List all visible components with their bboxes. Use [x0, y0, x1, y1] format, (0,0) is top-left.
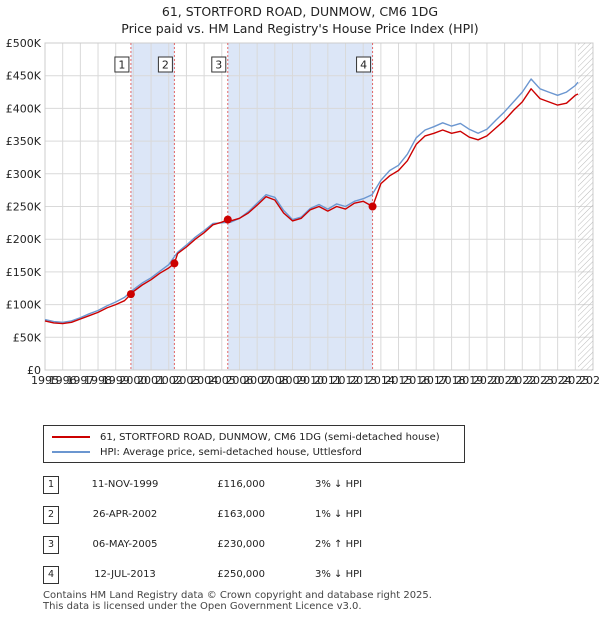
legend-item-hpi: HPI: Average price, semi-detached house,… [52, 445, 362, 459]
chart-title: 61, STORTFORD ROAD, DUNMOW, CM6 1DG Pric… [0, 3, 600, 37]
y-tick-label: £500K [6, 37, 42, 50]
title-line-1: 61, STORTFORD ROAD, DUNMOW, CM6 1DG [161, 4, 439, 19]
x-tick-label: 2017 [420, 374, 448, 387]
row-number: 3 [43, 536, 59, 554]
row-price: £116,000 [217, 479, 265, 490]
x-tick-label: 2000 [119, 374, 147, 387]
row-date: 11-NOV-1999 [91, 479, 159, 490]
x-tick-label: 2010 [296, 374, 324, 387]
row-price: £163,000 [217, 509, 265, 520]
hpi-series-line [44, 78, 579, 323]
x-tick-label: 1996 [49, 374, 77, 387]
x-tick-label: 2011 [314, 374, 342, 387]
legend-swatch-hpi [52, 451, 90, 453]
legend-label-hpi: HPI: Average price, semi-detached house,… [100, 446, 362, 458]
x-axis-ticks: 1995199619971998199920002001200220032004… [31, 374, 600, 387]
row-number: 2 [43, 506, 59, 524]
legend: 61, STORTFORD ROAD, DUNMOW, CM6 1DG (sem… [43, 425, 465, 463]
y-tick-label: £150K [6, 266, 42, 279]
sale-labels: 1 2 3 4 [114, 56, 372, 73]
x-tick-label: 2001 [137, 374, 165, 387]
x-tick-label: 2005 [208, 374, 236, 387]
row-hpi-delta: 1% ↓ HPI [315, 509, 363, 520]
x-tick-label: 2009 [278, 374, 306, 387]
y-tick-label: £300K [6, 168, 42, 181]
x-tick-label: 2024 [544, 374, 572, 387]
table-row: 3 06-MAY-2005 £230,000 2% ↑ HPI [0, 536, 600, 558]
row-date: 06-MAY-2005 [92, 539, 158, 550]
x-tick-label: 2021 [491, 374, 519, 387]
row-price: £230,000 [217, 539, 265, 550]
x-tick-label: 2014 [367, 374, 395, 387]
y-tick-label: £400K [6, 102, 42, 115]
sale-point-4 [368, 202, 377, 211]
x-tick-label: 2022 [508, 374, 536, 387]
row-date: 12-JUL-2013 [94, 569, 156, 580]
sale-label-text-1: 1 [118, 59, 125, 72]
y-tick-label: £100K [6, 299, 42, 312]
sale-points [126, 202, 377, 299]
x-tick-label: 2016 [402, 374, 430, 387]
legend-label-property: 61, STORTFORD ROAD, DUNMOW, CM6 1DG (sem… [100, 431, 440, 443]
sale-point-3 [223, 215, 232, 224]
legend-swatch-property [52, 436, 90, 438]
x-tick-label: 2015 [385, 374, 413, 387]
x-tick-label: 2007 [243, 374, 271, 387]
row-hpi-delta: 2% ↑ HPI [315, 539, 363, 550]
y-tick-label: £350K [6, 135, 42, 148]
x-tick-label: 2006 [225, 374, 253, 387]
sale-marker-lines [130, 43, 374, 370]
legend-item-property: 61, STORTFORD ROAD, DUNMOW, CM6 1DG (sem… [52, 430, 440, 444]
table-row: 1 11-NOV-1999 £116,000 3% ↓ HPI [0, 476, 600, 498]
row-number: 4 [43, 566, 59, 584]
y-tick-label: £250K [6, 201, 42, 214]
x-tick-label: 2023 [526, 374, 554, 387]
forecast-hatch [577, 43, 593, 370]
table-row: 4 12-JUL-2013 £250,000 3% ↓ HPI [0, 566, 600, 588]
footer-line-2: This data is licensed under the Open Gov… [43, 601, 362, 612]
y-tick-label: £450K [6, 70, 42, 83]
sale-point-2 [170, 259, 179, 268]
row-date: 26-APR-2002 [92, 509, 158, 520]
x-tick-label: 2004 [190, 374, 218, 387]
sale-label-box-4 [356, 56, 372, 73]
x-tick-label: 2003 [172, 374, 200, 387]
table-row: 2 26-APR-2002 £163,000 1% ↓ HPI [0, 506, 600, 528]
sale-label-box-1 [114, 56, 130, 73]
x-tick-label: 2025 [561, 374, 589, 387]
forecast-hatch-area [577, 43, 593, 370]
y-tick-label: £0 [27, 364, 41, 377]
row-hpi-delta: 3% ↓ HPI [315, 479, 363, 490]
x-tick-label: 1997 [66, 374, 94, 387]
sale-point-1 [126, 290, 135, 299]
y-axis-ticks: £0 £50K £100K £150K £200K £250K £300K £350K £400… [6, 37, 42, 377]
title-line-2: Price paid vs. HM Land Registry's House … [121, 21, 479, 36]
x-tick-label: 2019 [455, 374, 483, 387]
x-tick-label: 2012 [332, 374, 360, 387]
row-hpi-delta: 3% ↓ HPI [315, 569, 363, 580]
x-tick-label: 2002 [155, 374, 183, 387]
x-tick-label: 1998 [84, 374, 112, 387]
sale-label-text-2: 2 [162, 59, 169, 72]
row-number: 1 [43, 476, 59, 494]
y-tick-label: £200K [6, 233, 42, 246]
price-chart: 1 2 3 4 £0 £50K £100K £150K £200K £250K £300K £350… [6, 37, 600, 387]
footer-attribution: Contains HM Land Registry data © Crown c… [43, 590, 432, 612]
x-tick-label: 2020 [473, 374, 501, 387]
sale-label-text-4: 4 [360, 59, 367, 72]
x-tick-label: 2008 [261, 374, 289, 387]
sale-label-box-3 [211, 56, 227, 73]
x-tick-label: 1995 [31, 374, 59, 387]
footer-line-1: Contains HM Land Registry data © Crown c… [43, 590, 432, 601]
x-tick-label: 2013 [349, 374, 377, 387]
sale-label-box-2 [157, 56, 173, 73]
row-price: £250,000 [217, 569, 265, 580]
sale-label-text-3: 3 [215, 59, 222, 72]
x-tick-label: 2018 [438, 374, 466, 387]
y-tick-label: £50K [13, 331, 42, 344]
x-tick-label: 1999 [102, 374, 130, 387]
